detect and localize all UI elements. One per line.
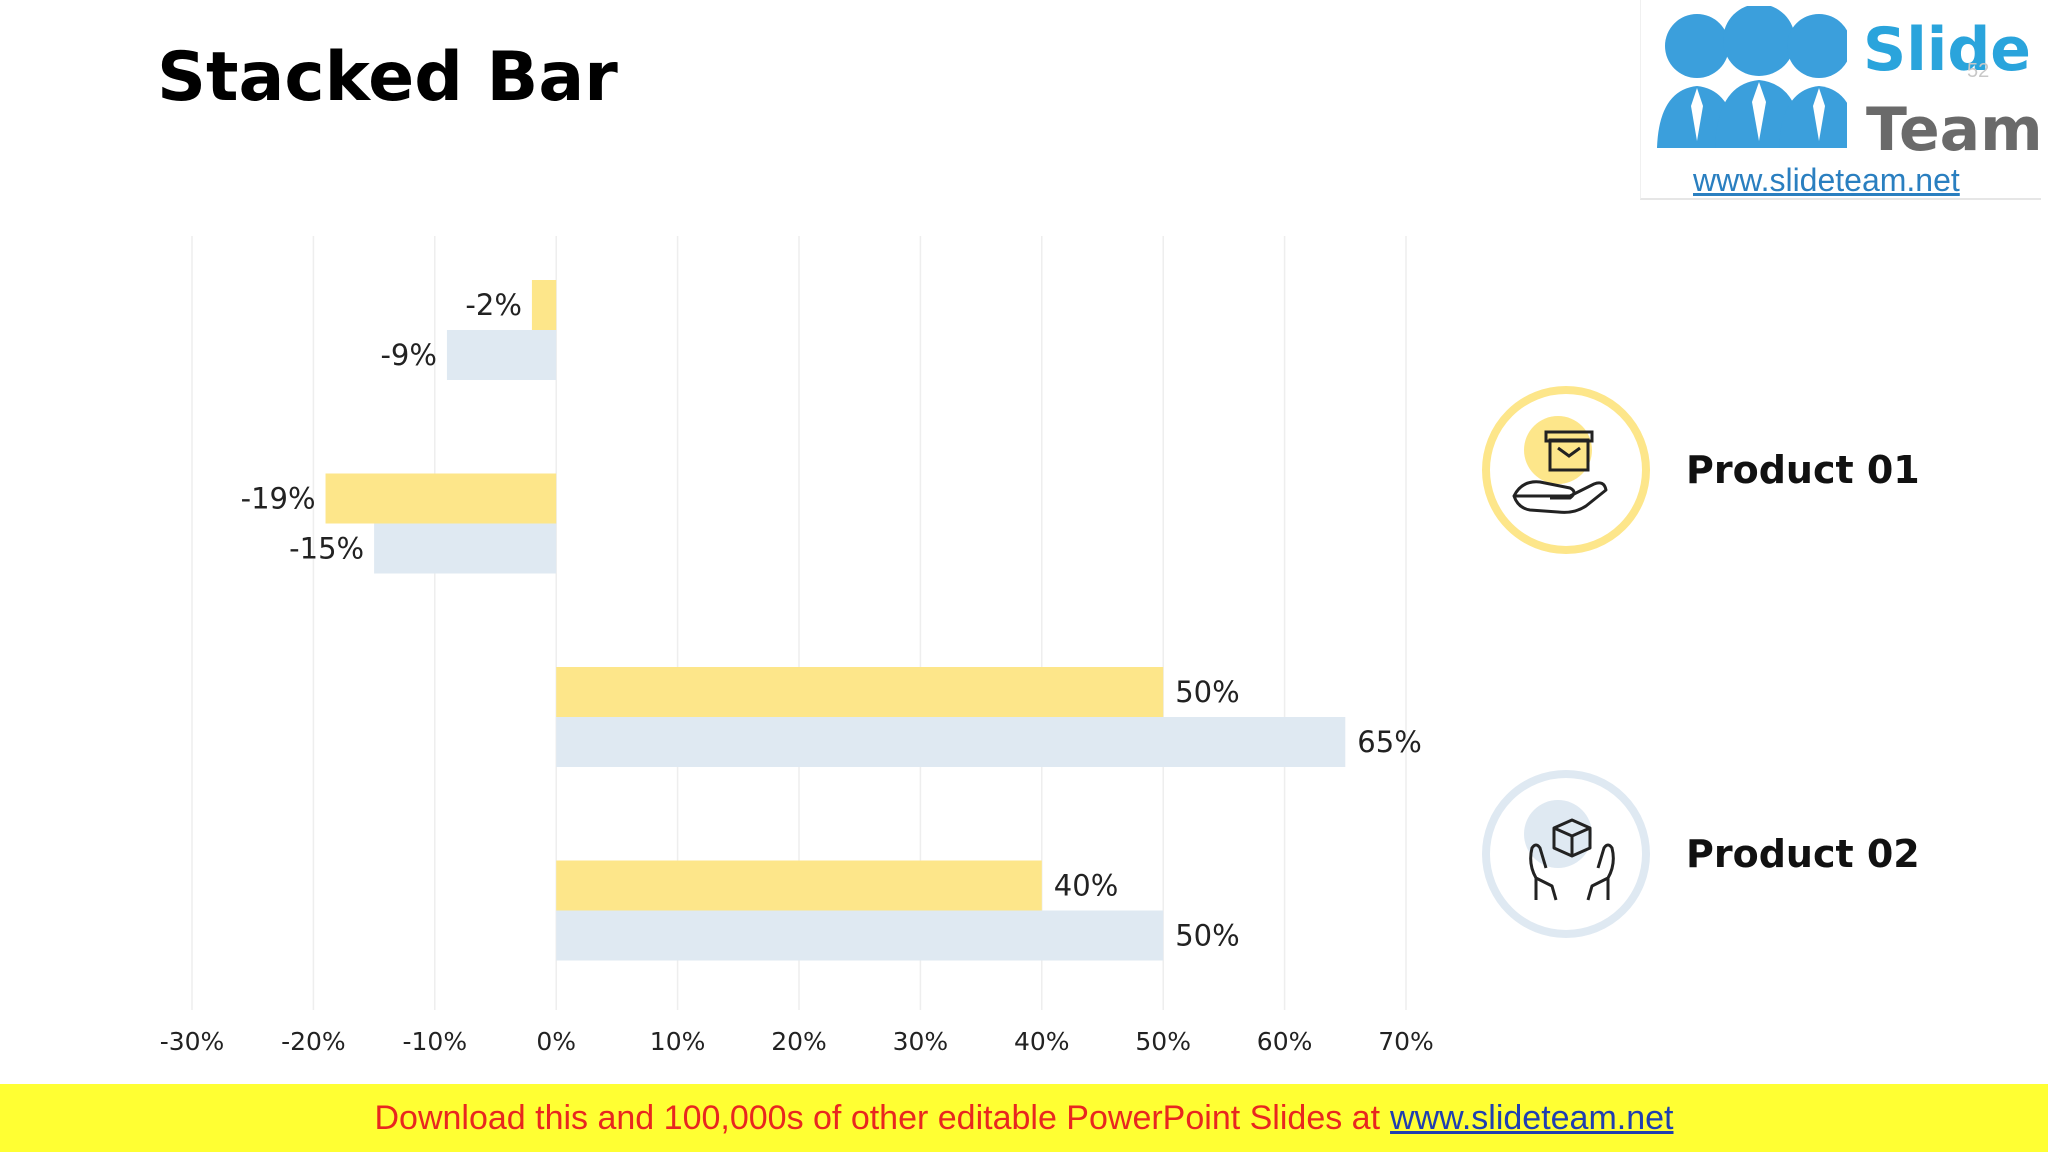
logo-url-link[interactable]: www.slideteam.net xyxy=(1693,162,1960,198)
data-label: -19% xyxy=(241,482,316,516)
legend-item-product-01: Product 01 xyxy=(1478,384,1998,554)
x-tick-label: -30% xyxy=(160,1027,225,1056)
x-tick-label: 20% xyxy=(771,1027,827,1056)
legend-item-product-02: Product 02 xyxy=(1478,768,1998,938)
data-label: 50% xyxy=(1175,675,1239,709)
logo-word-slide: Slide xyxy=(1863,15,2031,85)
data-label: 65% xyxy=(1357,725,1421,759)
logo-word-team: Team xyxy=(1866,95,2043,165)
bar-product-01 xyxy=(556,667,1164,717)
slide-title: Stacked Bar xyxy=(157,38,618,117)
banner-text: Download this and 100,000s of other edit… xyxy=(374,1098,1381,1137)
legend-label-product-02: Product 02 xyxy=(1686,832,1920,876)
x-tick-label: -10% xyxy=(403,1027,468,1056)
page-number: 52 xyxy=(1967,60,1990,82)
bar-product-01 xyxy=(531,280,557,330)
data-label: 40% xyxy=(1054,869,1118,903)
bar-product-02 xyxy=(556,717,1346,767)
bar-product-01 xyxy=(325,473,557,524)
x-tick-label: 10% xyxy=(650,1027,706,1056)
bar-product-01 xyxy=(556,860,1042,911)
data-label: -9% xyxy=(380,338,436,372)
bar-product-02 xyxy=(446,330,557,380)
bar-chart: -2% -9% -19% -15% 50% 65% 40% 50% -30% -20% -10% 0… xyxy=(160,236,1434,1056)
hand-box-icon xyxy=(1482,386,1650,554)
data-label: -2% xyxy=(465,288,521,322)
slideteam-logo[interactable]: Slide Team 52 www.slideteam.net xyxy=(1640,0,2043,200)
hands-package-icon xyxy=(1482,770,1650,938)
legend-label-product-01: Product 01 xyxy=(1686,448,1920,492)
chart-data-labels: -2% -9% -19% -15% 50% 65% 40% 50% xyxy=(241,288,1422,953)
bar-product-02 xyxy=(374,523,557,574)
data-label: 50% xyxy=(1175,919,1239,953)
x-tick-label: 40% xyxy=(1014,1027,1070,1056)
x-tick-label: 30% xyxy=(893,1027,949,1056)
chart-gridlines xyxy=(191,236,1407,1010)
x-tick-label: 60% xyxy=(1257,1027,1313,1056)
chart-x-axis: -30% -20% -10% 0% 10% 20% 30% 40% 50% 60% 70% xyxy=(160,1027,1434,1056)
bar-product-02 xyxy=(556,910,1164,961)
x-tick-label: 70% xyxy=(1378,1027,1434,1056)
chart-bars xyxy=(325,280,1346,961)
banner-link[interactable]: www.slideteam.net xyxy=(1390,1098,1674,1137)
people-logo-icon xyxy=(1657,6,1847,148)
x-tick-label: 0% xyxy=(536,1027,576,1056)
download-banner[interactable]: Download this and 100,000s of other edit… xyxy=(0,1084,2048,1152)
x-tick-label: -20% xyxy=(281,1027,346,1056)
data-label: -15% xyxy=(289,532,364,566)
x-tick-label: 50% xyxy=(1135,1027,1191,1056)
